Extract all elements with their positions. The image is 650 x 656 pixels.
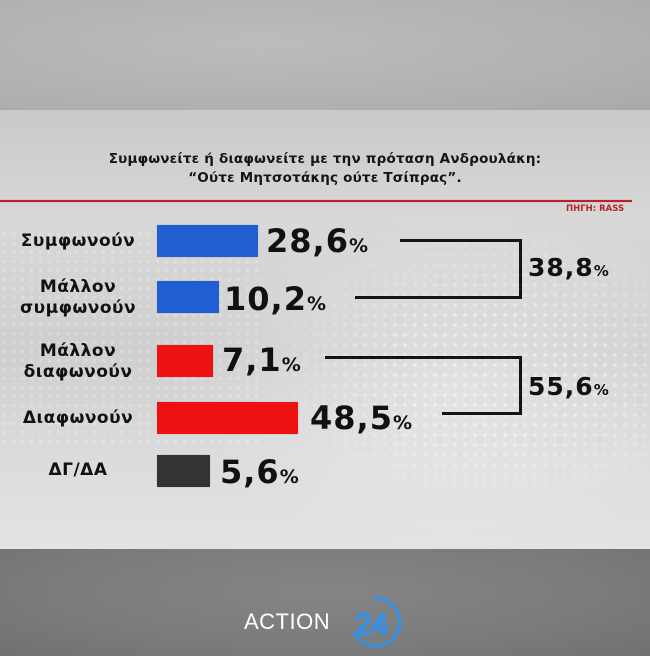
percent-sign: % — [281, 354, 301, 376]
chart-panel — [0, 110, 650, 549]
total-agree: 38,8% — [528, 255, 609, 284]
row-label-rather-disagree: Μάλλον διαφωνούν — [8, 341, 148, 383]
value-agree: 28,6% — [266, 225, 368, 262]
row-label-dont-know: ΔΓ/ΔΑ — [8, 460, 148, 481]
percent-sign: % — [392, 412, 412, 434]
percent-sign: % — [593, 381, 609, 399]
row-label-text: Διαφωνούν — [22, 408, 134, 428]
bar-rather-disagree — [157, 345, 213, 377]
value-rather-agree: 10,2% — [224, 283, 326, 320]
bar-agree — [157, 225, 258, 257]
value-rather-disagree: 7,1% — [222, 344, 301, 381]
value-disagree: 48,5% — [310, 402, 412, 439]
percent-sign: % — [348, 235, 368, 257]
bracket-agree-bottom — [355, 296, 522, 299]
row-label-text: Μάλλον — [39, 341, 117, 361]
bar-disagree — [157, 402, 298, 434]
percent-sign: % — [593, 262, 609, 280]
question-line-2: “Ούτε Μητσοτάκης ούτε Τσίπρας”. — [188, 170, 462, 186]
logo-text: ACTION — [244, 609, 331, 634]
decorative-dot-pattern — [260, 230, 650, 490]
row-label-text: Μάλλον — [39, 277, 117, 297]
chart-title: Συμφωνείτε ή διαφωνείτε με την πρόταση Α… — [60, 150, 590, 188]
bracket-disagree-vertical — [519, 356, 522, 415]
top-background — [0, 0, 650, 110]
bar-rather-agree — [157, 281, 219, 313]
value-number: 10,2 — [224, 280, 307, 318]
value-number: 7,1 — [222, 341, 282, 379]
question-line-1: Συμφωνείτε ή διαφωνείτε με την πρόταση Α… — [108, 151, 542, 167]
logo-24-circle-icon: 24 — [353, 596, 402, 648]
value-number: 28,6 — [266, 222, 349, 260]
bar-dont-know — [157, 455, 210, 487]
logo-number: 24 — [355, 608, 388, 641]
row-label-text: Συμφωνούν — [20, 231, 136, 251]
bracket-agree-top — [400, 239, 522, 242]
row-label-rather-agree: Μάλλον συμφωνούν — [8, 277, 148, 319]
value-number: 48,5 — [310, 399, 393, 437]
row-label-text: συμφωνούν — [19, 298, 137, 318]
value-dont-know: 5,6% — [220, 456, 299, 493]
row-label-agree: Συμφωνούν — [8, 231, 148, 252]
title-divider — [0, 200, 632, 202]
total-disagree: 55,6% — [528, 374, 609, 403]
bracket-agree-vertical — [519, 239, 522, 299]
row-label-disagree: Διαφωνούν — [8, 408, 148, 429]
bracket-disagree-top — [325, 356, 522, 359]
percent-sign: % — [279, 466, 299, 488]
total-number: 55,6 — [528, 372, 594, 401]
bracket-disagree-bottom — [442, 412, 522, 415]
total-number: 38,8 — [528, 253, 594, 282]
percent-sign: % — [306, 293, 326, 315]
source-label: ΠΗΓΗ: RASS — [566, 204, 625, 214]
value-number: 5,6 — [220, 453, 280, 491]
row-label-text: ΔΓ/ΔΑ — [48, 460, 108, 480]
bottom-background — [0, 549, 650, 656]
row-label-text: διαφωνούν — [23, 362, 133, 382]
